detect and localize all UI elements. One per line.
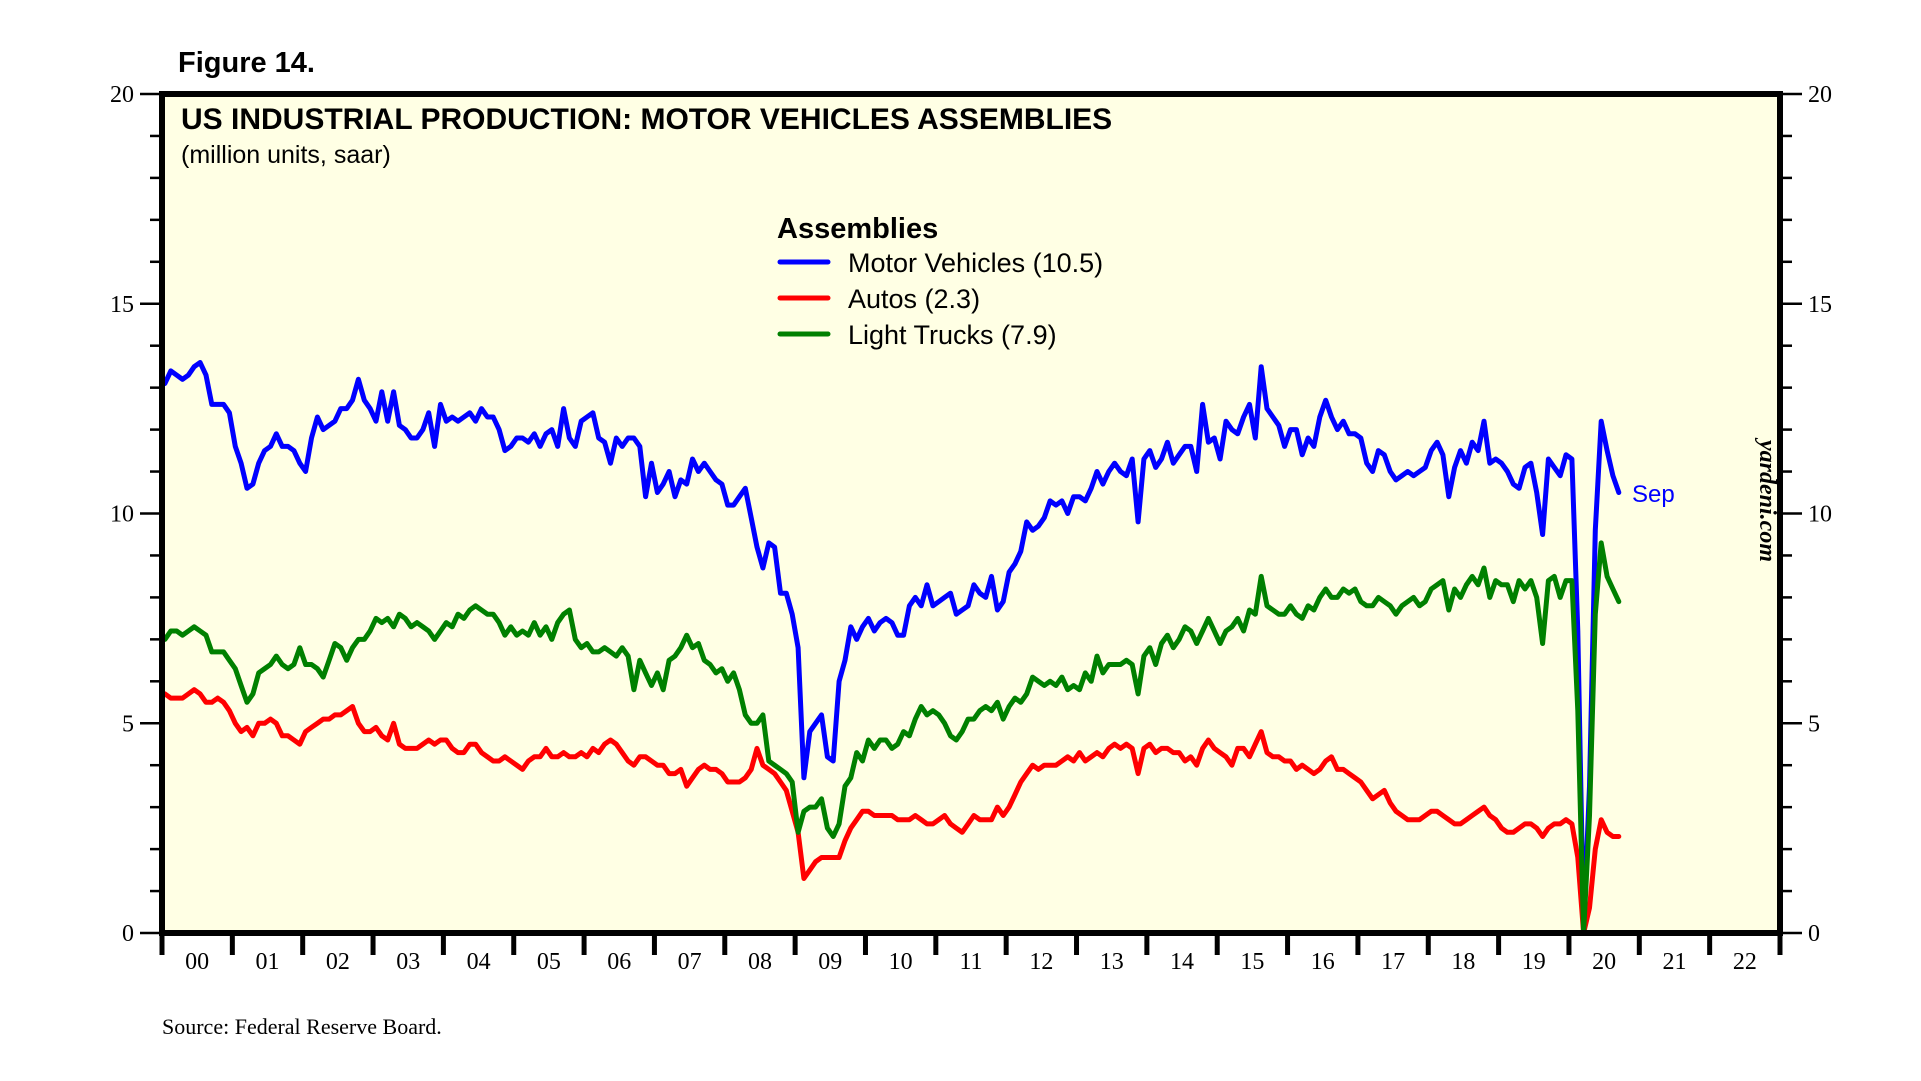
- x-tick-label: 08: [748, 949, 772, 975]
- y-tick-label-right: 10: [1808, 502, 1832, 528]
- y-tick-label-right: 20: [1808, 82, 1832, 108]
- x-tick-label: 14: [1170, 949, 1194, 975]
- y-tick-label-left: 15: [110, 292, 134, 318]
- x-tick-label: 17: [1381, 949, 1405, 975]
- y-axis-left: 0 5 10 15 20: [110, 82, 162, 947]
- x-tick-label: 09: [818, 949, 842, 975]
- y-tick-label-right: 15: [1808, 292, 1832, 318]
- figure-label: Figure 14.: [178, 47, 315, 79]
- legend-label-motor-vehicles: Motor Vehicles (10.5): [848, 248, 1103, 278]
- chart-title: US INDUSTRIAL PRODUCTION: MOTOR VEHICLES…: [181, 103, 1112, 136]
- legend-title: Assemblies: [777, 213, 938, 245]
- y-tick-label-right: 5: [1808, 711, 1820, 737]
- x-tick-label: 18: [1451, 949, 1475, 975]
- y-tick-label-left: 20: [110, 82, 134, 108]
- y-tick-label-right: 0: [1808, 921, 1820, 947]
- y-axis-right: 0 5 10 15 20: [1780, 82, 1832, 947]
- chart-subtitle: (million units, saar): [181, 141, 391, 169]
- x-tick-label: 22: [1733, 949, 1757, 975]
- series-line-motor-vehicles: [162, 360, 1622, 932]
- end-date-label: Sep: [1632, 481, 1675, 508]
- x-tick-label: 21: [1662, 949, 1686, 975]
- series-line-light-trucks: [162, 540, 1622, 936]
- legend-label-light-trucks: Light Trucks (7.9): [848, 320, 1057, 350]
- x-tick-label: 19: [1522, 949, 1546, 975]
- source-note: Source: Federal Reserve Board.: [162, 1014, 442, 1039]
- x-tick-label: 10: [889, 949, 913, 975]
- x-tick-label: 04: [467, 949, 491, 975]
- x-tick-label: 02: [326, 949, 350, 975]
- x-tick-label: 20: [1592, 949, 1616, 975]
- x-tick-label: 15: [1240, 949, 1264, 975]
- x-tick-label: 11: [959, 949, 982, 975]
- x-tick-label: 03: [396, 949, 420, 975]
- x-tick-label: 12: [1029, 949, 1053, 975]
- watermark: yardeni.com: [1754, 437, 1780, 562]
- series-lines: [162, 360, 1622, 936]
- x-tick-label: 00: [185, 949, 209, 975]
- x-tick-label: 06: [607, 949, 631, 975]
- x-axis: 00 01 02 03 04 05 06 07 08 09 10 11 12 13 14 15 16 17 18 19…: [159, 933, 1783, 975]
- series-line-autos: [162, 687, 1622, 936]
- y-tick-label-left: 0: [122, 921, 134, 947]
- y-tick-label-left: 10: [110, 502, 134, 528]
- plot-area: [162, 94, 1780, 933]
- x-tick-label: 13: [1100, 949, 1124, 975]
- x-tick-label: 07: [678, 949, 702, 975]
- legend: Assemblies Motor Vehicles (10.5) Autos (…: [777, 213, 1103, 350]
- x-tick-label: 01: [256, 949, 280, 975]
- y-tick-label-left: 5: [122, 711, 134, 737]
- x-tick-label: 05: [537, 949, 561, 975]
- x-tick-label: 16: [1311, 949, 1335, 975]
- legend-label-autos: Autos (2.3): [848, 284, 980, 314]
